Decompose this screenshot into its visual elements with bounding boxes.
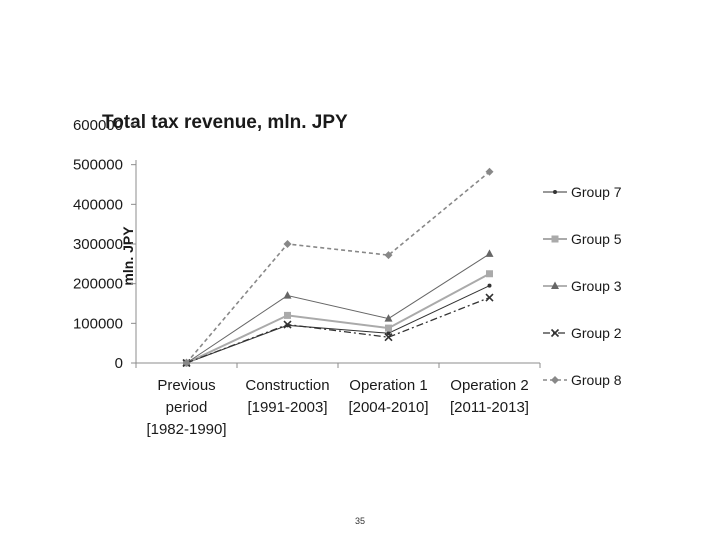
data-point [284, 311, 291, 319]
data-point [283, 320, 292, 329]
data-point [485, 167, 494, 176]
series-group-8 [182, 167, 494, 367]
legend-marker [551, 281, 559, 289]
series-layer [182, 167, 494, 368]
series-line [186, 272, 490, 364]
data-point [384, 314, 393, 322]
legend-item: Group 5 [543, 231, 622, 247]
series-group-5 [183, 270, 493, 367]
y-tick-label: 100000 [73, 315, 123, 332]
legend: Group 7 Group 5 Group 3 Group 2 Group 8 [543, 184, 622, 388]
series-group-3 [182, 249, 494, 366]
data-point [283, 240, 292, 248]
x-category-label: Construction [1991-2003] [245, 377, 329, 416]
series-group-2 [182, 293, 494, 368]
series-group-7 [184, 283, 492, 365]
y-tick-label: 200000 [73, 276, 123, 293]
y-axis-label: mln. JPY [120, 226, 136, 286]
legend-item: Group 2 [543, 325, 622, 341]
y-tick-label: 500000 [73, 157, 123, 174]
series-line [186, 285, 490, 364]
legend-label: Group 2 [571, 325, 622, 341]
legend-marker [550, 328, 560, 338]
data-point [384, 251, 393, 260]
data-point [485, 249, 494, 257]
x-axis-categories: Previous period [1982-1990] Construction [19… [146, 377, 529, 438]
data-point [386, 331, 391, 336]
legend-item: Group 8 [543, 372, 622, 388]
legend-label: Group 3 [571, 278, 622, 294]
axes [135, 160, 541, 368]
data-point [486, 270, 493, 278]
data-point [487, 283, 492, 288]
legend-item: Group 7 [543, 184, 622, 200]
legend-label: Group 7 [571, 184, 622, 200]
data-point [385, 324, 392, 332]
legend-marker [551, 235, 559, 243]
y-tick-label: 300000 [73, 236, 123, 253]
page-number: 35 [355, 516, 366, 526]
series-line [185, 171, 491, 364]
legend-marker [551, 376, 559, 384]
y-axis-ticks: 0 100000 200000 300000 400000 500000 600000 [73, 117, 136, 372]
data-point [485, 293, 494, 302]
series-line [186, 253, 490, 364]
y-tick-label: 600000 [73, 117, 123, 134]
y-tick-label: 400000 [73, 196, 123, 213]
data-point [182, 359, 191, 367]
y-tick-label: 0 [115, 355, 123, 372]
data-point [283, 291, 292, 299]
legend-marker [553, 190, 557, 194]
x-category-label: Operation 2 [2011-2013] [450, 377, 529, 416]
legend-label: Group 5 [571, 231, 622, 247]
x-category-label: Operation 1 [2004-2010] [348, 377, 428, 416]
x-category-label: Previous period [1982-1990] [146, 377, 226, 438]
legend-label: Group 8 [571, 372, 622, 388]
data-point [384, 333, 393, 342]
chart-title: Total tax revenue, mln. JPY [102, 112, 348, 133]
legend-item: Group 3 [543, 278, 622, 294]
